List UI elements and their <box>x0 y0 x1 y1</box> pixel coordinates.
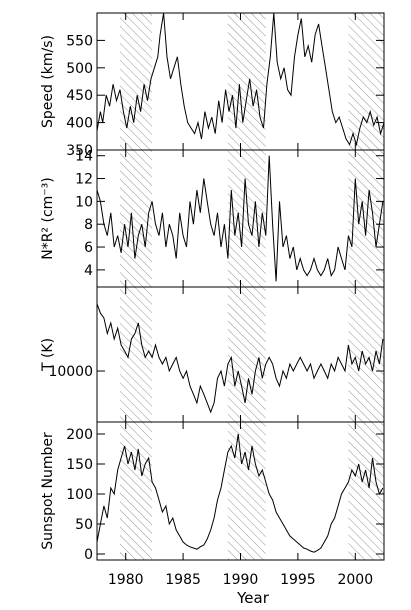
series-line-2-1 <box>96 155 384 282</box>
y-tick-label: 10000 <box>48 364 93 380</box>
x-tick-label: 1980 <box>108 572 144 588</box>
y-tick-label: 400 <box>66 116 93 132</box>
y-axis-label: Speed (km/s) <box>40 35 56 128</box>
hatched-region-2 <box>227 287 266 422</box>
y-tick-label: 10 <box>75 194 93 210</box>
y-tick-label: 0 <box>84 547 93 563</box>
y-tick-label: 450 <box>66 88 93 104</box>
hatched-region-2 <box>227 422 266 560</box>
hatched-region-3 <box>348 287 384 422</box>
x-tick-label: 2000 <box>337 572 373 588</box>
panel-4: 0 50 100 150 200 Sunspot Number <box>40 421 385 563</box>
hatched-region-3 <box>348 150 384 287</box>
hatched-region-1 <box>119 150 153 287</box>
hatched-region-1 <box>119 422 153 560</box>
y-tick-label: 4 <box>84 263 93 279</box>
panel-1: 350 400 450 500 550 Speed (km/s) <box>40 12 385 159</box>
y-tick-label: 6 <box>84 240 93 256</box>
y-tick-label: 50 <box>75 517 93 533</box>
y-tick-label: 100 <box>66 487 93 503</box>
x-tick-label: 1995 <box>280 572 316 588</box>
y-tick-label: 150 <box>66 457 93 473</box>
x-tick-label: 1985 <box>165 572 201 588</box>
y-axis-label: N*R² (cm⁻³) <box>40 177 56 260</box>
y-tick-label: 350 <box>66 143 93 159</box>
x-axis-label: Year <box>236 589 270 607</box>
y-tick-label: 12 <box>75 172 93 188</box>
y-tick-label: 14 <box>75 149 93 165</box>
panel-2: 4 6 8 10 12 14 N*R² (cm⁻³) <box>40 149 385 288</box>
y-tick-label: 200 <box>66 427 93 443</box>
x-tick-label: 1990 <box>223 572 259 588</box>
hatched-region-2 <box>227 150 266 287</box>
y-tick-label: 550 <box>66 33 93 49</box>
series-line-3-1 <box>96 303 384 414</box>
hatched-region-3 <box>348 13 384 150</box>
y-tick-label: 8 <box>84 217 93 233</box>
series-line-4-1 <box>96 433 384 553</box>
series-line-1-1 <box>96 12 385 147</box>
hatched-region-1 <box>119 13 153 150</box>
y-tick-label: 500 <box>66 61 93 77</box>
y-axis-label: Sunspot Number <box>40 432 56 550</box>
y-axis-label: T (K) <box>40 338 56 372</box>
hatched-region-2 <box>227 13 266 150</box>
